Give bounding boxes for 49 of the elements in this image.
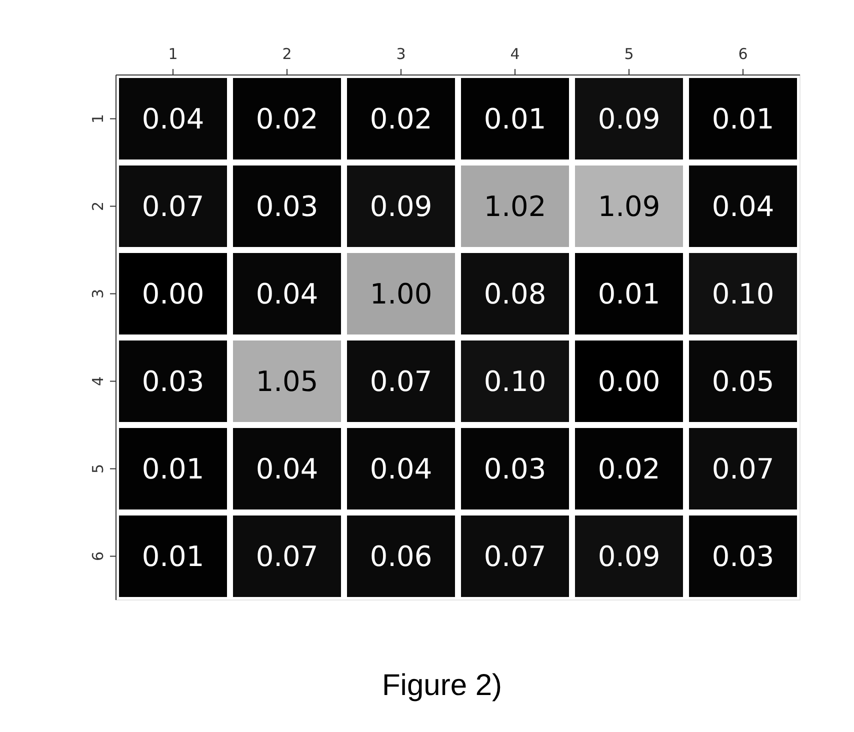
data-label: 0.10 (712, 277, 774, 310)
data-label: 0.07 (484, 540, 546, 573)
data-label: 1.09 (598, 190, 660, 223)
data-label: 0.00 (142, 277, 204, 310)
data-label: 1.05 (256, 364, 318, 398)
data-label: 1.02 (484, 190, 546, 223)
data-label: 0.01 (712, 102, 774, 136)
data-label: 0.07 (256, 540, 318, 573)
x-tick-label: 6 (738, 45, 748, 63)
data-label: 0.07 (142, 190, 204, 223)
data-label: 0.01 (142, 452, 204, 486)
data-label: 0.07 (712, 452, 774, 486)
data-label: 0.09 (370, 190, 432, 223)
y-tick-label: 5 (89, 464, 107, 474)
x-tick-label: 1 (168, 45, 178, 63)
x-tick-label: 2 (282, 45, 292, 63)
data-label: 0.09 (598, 540, 660, 573)
data-label: 0.01 (484, 102, 546, 136)
data-label: 0.10 (484, 364, 546, 398)
data-label: 0.05 (712, 364, 774, 398)
data-label: 0.09 (598, 102, 660, 136)
data-label: 0.04 (370, 452, 432, 486)
x-tick-label: 4 (510, 45, 520, 63)
y-tick-label: 6 (89, 551, 107, 562)
data-label: 0.03 (484, 452, 546, 486)
data-label: 0.02 (598, 452, 660, 486)
x-tick-label: 5 (624, 45, 634, 63)
y-tick-label: 3 (89, 288, 107, 299)
data-label: 0.07 (370, 364, 432, 398)
y-tick-label: 1 (89, 114, 107, 124)
data-label: 0.01 (142, 540, 204, 573)
data-label: 0.01 (598, 277, 660, 310)
data-label: 0.03 (142, 364, 204, 398)
data-label: 0.02 (370, 102, 432, 136)
x-tick-label: 3 (396, 45, 406, 63)
data-label: 0.02 (256, 102, 318, 136)
data-label: 1.00 (370, 277, 432, 310)
data-label: 0.04 (256, 277, 318, 310)
data-label: 0.06 (370, 540, 432, 573)
data-label: 0.03 (712, 540, 774, 573)
data-label: 0.04 (712, 190, 774, 223)
data-label: 0.00 (598, 364, 660, 398)
data-label: 0.04 (256, 452, 318, 486)
y-tick-label: 2 (89, 201, 107, 212)
data-label: 0.03 (256, 190, 318, 223)
caption: Figure 2) (382, 669, 502, 702)
y-tick-label: 4 (89, 376, 107, 386)
data-label: 0.08 (484, 277, 546, 310)
data-label: 0.04 (142, 102, 204, 136)
